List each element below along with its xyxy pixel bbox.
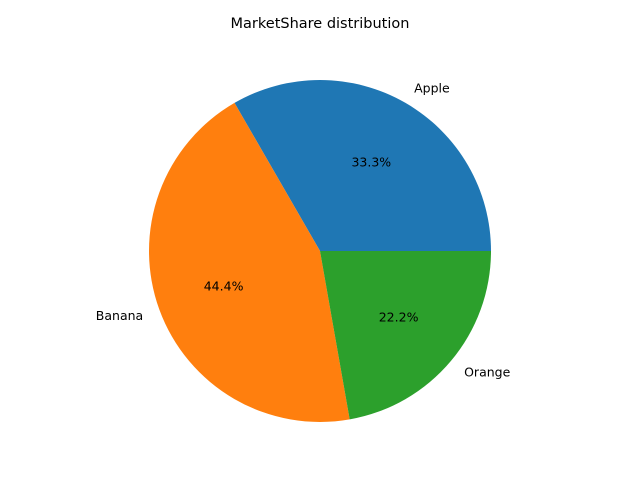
pie-slice-orange [320,251,491,420]
pie-labels: Apple 33.3% Banana 44.4% Orange 22.2% [96,81,511,380]
pie-slice-banana [149,102,350,422]
pct-label-orange: 22.2% [379,310,419,325]
pct-label-banana: 44.4% [204,279,244,294]
slice-label-apple: Apple [414,81,450,96]
slice-label-banana: Banana [96,308,143,323]
pie-slice-apple [234,80,491,251]
pct-label-apple: 33.3% [351,155,391,170]
slice-label-orange: Orange [464,364,510,379]
chart-title: MarketShare distribution [231,16,410,32]
pie-slices [149,80,491,422]
